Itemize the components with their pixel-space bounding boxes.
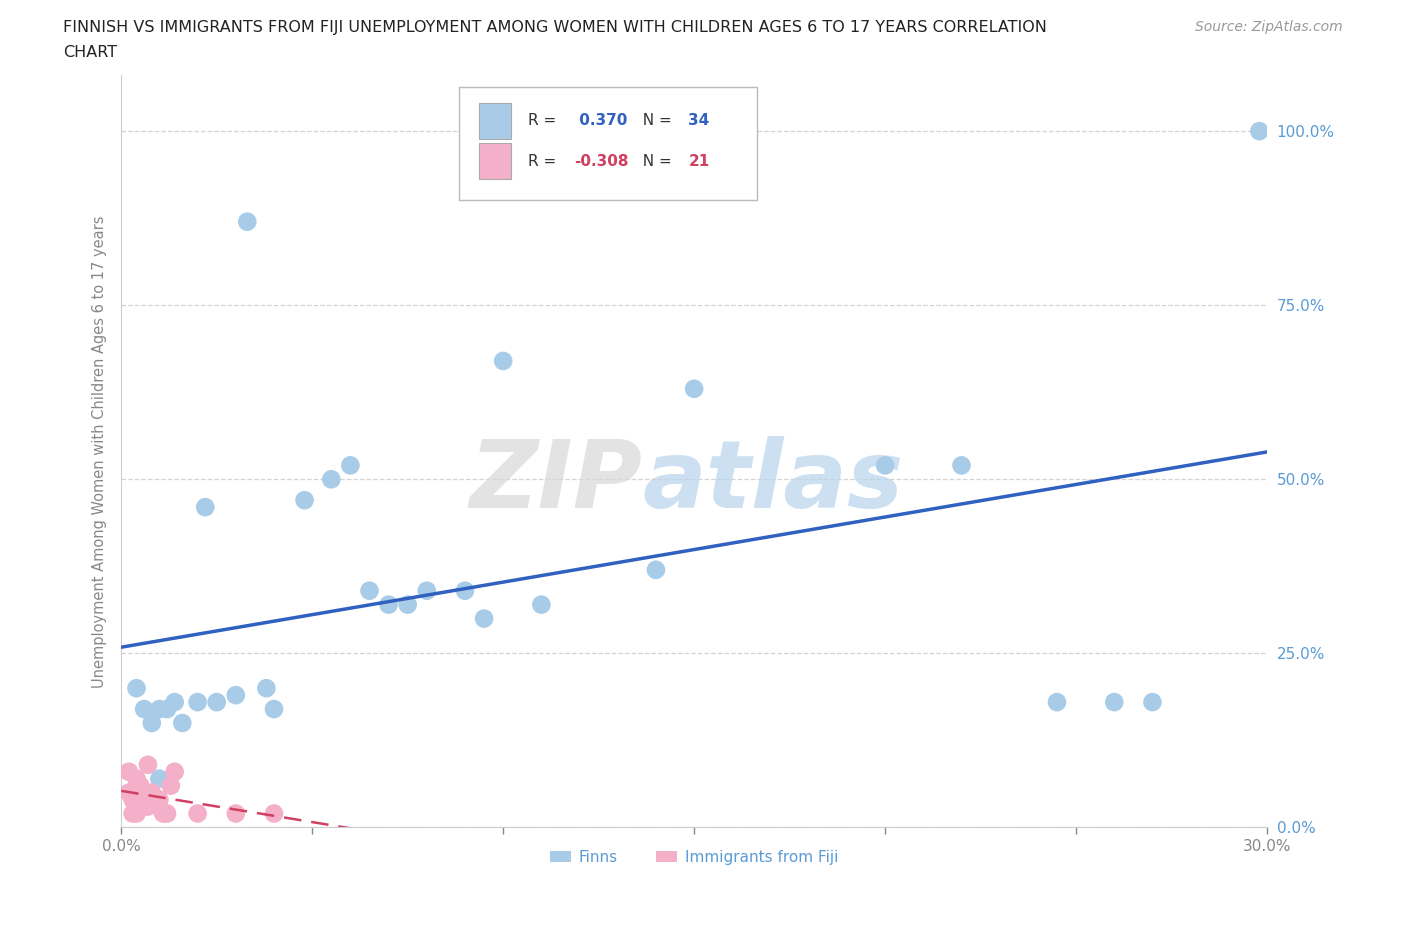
Point — [187, 695, 209, 710]
Point — [129, 778, 152, 793]
Point — [141, 715, 163, 730]
Point — [263, 806, 285, 821]
Point — [225, 687, 247, 702]
Text: Source: ZipAtlas.com: Source: ZipAtlas.com — [1195, 20, 1343, 34]
Point — [254, 681, 277, 696]
Point — [1104, 695, 1126, 710]
Point — [359, 583, 381, 598]
Point — [156, 806, 179, 821]
Point — [396, 597, 419, 612]
Point — [125, 771, 148, 786]
Point — [118, 785, 141, 800]
Y-axis label: Unemployment Among Women with Children Ages 6 to 17 years: Unemployment Among Women with Children A… — [93, 215, 107, 687]
Point — [1142, 695, 1164, 710]
Point — [163, 764, 186, 779]
Point — [118, 764, 141, 779]
Legend: Finns, Immigrants from Fiji: Finns, Immigrants from Fiji — [544, 844, 845, 870]
Text: N =: N = — [633, 113, 678, 128]
Text: atlas: atlas — [643, 435, 904, 527]
Point — [1249, 124, 1271, 139]
Point — [225, 806, 247, 821]
Point — [134, 785, 156, 800]
Text: R =: R = — [529, 153, 561, 168]
Point — [152, 806, 174, 821]
Point — [172, 715, 194, 730]
Point — [125, 806, 148, 821]
Point — [416, 583, 439, 598]
Point — [454, 583, 477, 598]
FancyBboxPatch shape — [478, 143, 510, 179]
Point — [148, 771, 170, 786]
Text: 21: 21 — [689, 153, 710, 168]
Point — [136, 757, 159, 772]
Point — [136, 799, 159, 814]
Point — [145, 792, 167, 807]
Point — [1046, 695, 1069, 710]
Point — [148, 701, 170, 716]
Point — [134, 701, 156, 716]
Point — [121, 806, 143, 821]
Point — [125, 681, 148, 696]
Point — [683, 381, 706, 396]
Point — [160, 778, 183, 793]
Point — [134, 799, 156, 814]
Text: ZIP: ZIP — [470, 435, 643, 527]
Point — [339, 458, 361, 472]
Point — [321, 472, 343, 486]
Text: 0.370: 0.370 — [574, 113, 627, 128]
Text: R =: R = — [529, 113, 561, 128]
Text: -0.308: -0.308 — [574, 153, 628, 168]
Point — [187, 806, 209, 821]
Point — [263, 701, 285, 716]
Text: 34: 34 — [689, 113, 710, 128]
Point — [472, 611, 495, 626]
Point — [950, 458, 973, 472]
Point — [156, 701, 179, 716]
Point — [163, 695, 186, 710]
Point — [236, 214, 259, 229]
Point — [294, 493, 316, 508]
Point — [530, 597, 553, 612]
Point — [141, 785, 163, 800]
Point — [121, 792, 143, 807]
Point — [148, 792, 170, 807]
Text: N =: N = — [633, 153, 678, 168]
Text: FINNISH VS IMMIGRANTS FROM FIJI UNEMPLOYMENT AMONG WOMEN WITH CHILDREN AGES 6 TO: FINNISH VS IMMIGRANTS FROM FIJI UNEMPLOY… — [63, 20, 1047, 35]
Point — [194, 499, 217, 514]
Point — [645, 563, 668, 578]
Point — [377, 597, 399, 612]
Point — [492, 353, 515, 368]
Point — [205, 695, 228, 710]
FancyBboxPatch shape — [478, 102, 510, 139]
FancyBboxPatch shape — [460, 86, 758, 200]
Point — [875, 458, 897, 472]
Text: CHART: CHART — [63, 45, 117, 60]
